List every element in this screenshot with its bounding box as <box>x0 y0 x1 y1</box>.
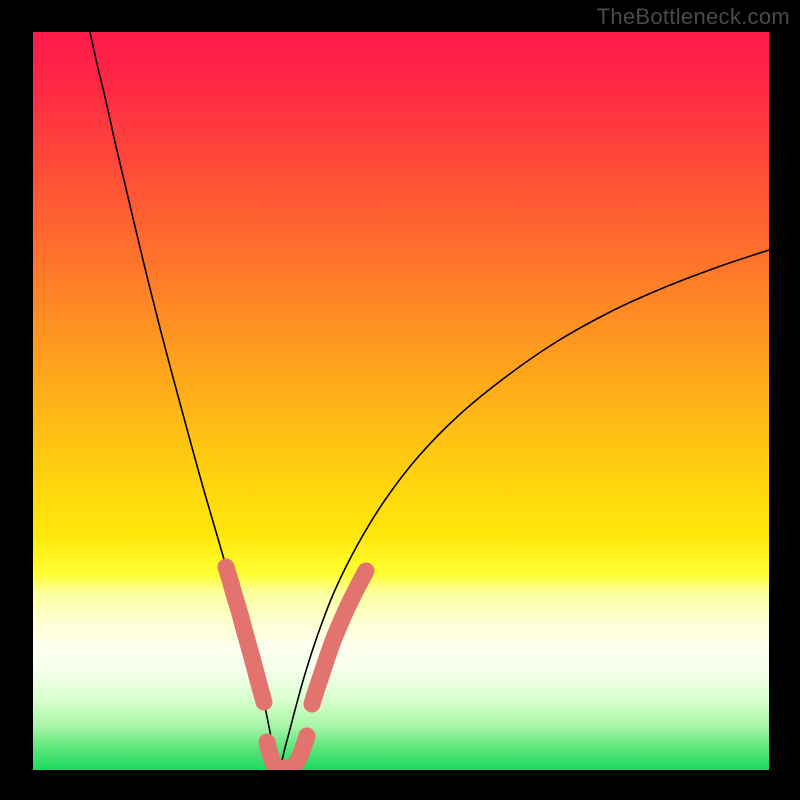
plot-area <box>33 32 769 770</box>
markers-layer <box>33 32 769 770</box>
marker-segment <box>267 736 307 768</box>
marker-segment <box>226 567 264 702</box>
marker-group <box>226 567 366 768</box>
watermark-text: TheBottleneck.com <box>597 4 790 30</box>
marker-segment <box>312 571 366 704</box>
